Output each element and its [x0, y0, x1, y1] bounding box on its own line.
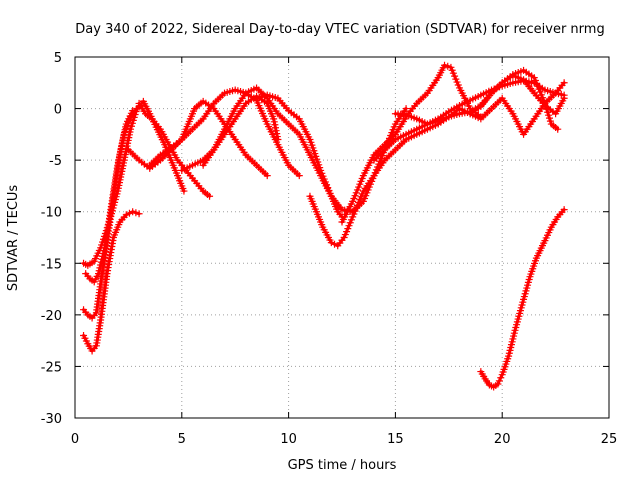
data-point: [541, 99, 549, 107]
data-point: [544, 108, 552, 116]
data-point: [129, 116, 137, 124]
series-sat-q: [477, 206, 568, 391]
data-point: [295, 172, 303, 180]
plot-frame: [74, 56, 610, 419]
data-point: [341, 231, 349, 239]
data-point: [129, 208, 137, 216]
data-point: [545, 111, 553, 119]
x-tick-label: 15: [387, 432, 404, 447]
chart-title: Day 340 of 2022, Sidereal Day-to-day VTE…: [75, 22, 604, 37]
series-sat-a: [80, 97, 188, 269]
data-point: [274, 136, 282, 144]
data-point: [127, 122, 135, 130]
data-point: [344, 225, 352, 233]
data-point: [272, 127, 280, 135]
x-tick-label: 25: [601, 432, 618, 447]
y-tick-label: -15: [41, 257, 62, 272]
data-point: [453, 78, 461, 86]
data-point: [340, 234, 348, 241]
series-sat-c: [80, 208, 143, 355]
data-point: [135, 210, 143, 218]
series-sat-d: [80, 107, 137, 322]
data-point: [129, 107, 137, 115]
y-tick-label: 5: [54, 51, 62, 66]
data-point: [402, 105, 410, 113]
data-point: [448, 66, 456, 74]
data-point: [560, 79, 568, 87]
data-point: [494, 380, 502, 388]
data-point: [132, 209, 140, 217]
x-axis-label: GPS time / hours: [288, 458, 397, 473]
series-sat-f: [135, 99, 214, 200]
data-point: [343, 228, 351, 236]
data-point: [454, 81, 462, 89]
data-point: [206, 192, 214, 200]
series-sat-p: [466, 66, 562, 133]
data-point: [263, 172, 271, 180]
series-line: [479, 208, 566, 389]
data-point: [271, 121, 279, 129]
data-point: [347, 216, 355, 224]
series-sat-k: [306, 120, 442, 250]
data-point: [447, 63, 455, 71]
data-point: [452, 75, 460, 83]
data-point: [122, 211, 130, 219]
series-layer: [80, 61, 568, 391]
data-point: [444, 62, 452, 70]
data-point: [546, 117, 554, 125]
x-tick-label: 5: [178, 432, 186, 447]
data-point: [271, 124, 279, 132]
data-point: [273, 133, 281, 141]
data-point: [270, 115, 278, 123]
data-point: [497, 374, 505, 382]
x-tick-label: 10: [280, 432, 297, 447]
y-tick-label: 0: [54, 103, 62, 118]
data-point: [495, 377, 503, 385]
data-point: [331, 240, 339, 248]
data-point: [451, 72, 459, 80]
y-tick-label: -20: [41, 309, 62, 324]
data-point: [270, 118, 278, 126]
series-sat-i: [199, 84, 346, 221]
data-point: [128, 119, 136, 127]
data-point: [441, 61, 449, 69]
data-point: [345, 222, 353, 230]
y-tick-label: -30: [41, 412, 62, 427]
y-axis-label: SDTVAR / TECUs: [6, 185, 21, 292]
data-point: [560, 206, 568, 214]
data-point: [449, 69, 457, 77]
y-tick-label: -5: [49, 154, 62, 169]
data-point: [180, 187, 188, 195]
data-point: [560, 94, 568, 102]
data-point: [327, 239, 335, 247]
x-tick-label: 0: [71, 432, 79, 447]
data-point: [125, 209, 133, 217]
data-point: [545, 114, 553, 122]
data-point: [273, 130, 281, 138]
data-point: [554, 125, 562, 133]
y-tick-label: -25: [41, 360, 62, 375]
data-point: [346, 219, 354, 227]
y-tick-label: -10: [41, 206, 62, 221]
series-sat-h: [178, 92, 282, 174]
tick-layer: 0 5 10 15 20 25 -30 -25 -20 -15 -10 -5 0 5: [41, 51, 618, 447]
data-point: [543, 105, 551, 113]
x-tick-label: 20: [494, 432, 511, 447]
data-point: [542, 102, 550, 110]
